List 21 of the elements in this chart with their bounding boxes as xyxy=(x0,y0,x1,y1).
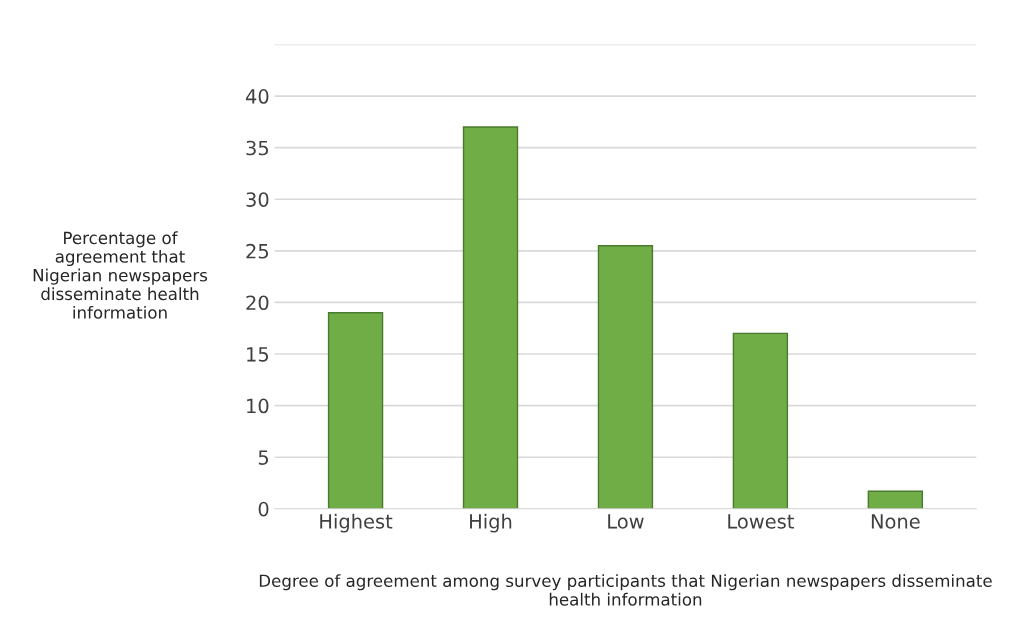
x-tick-label: None xyxy=(871,514,920,529)
x-tick-label: Lowest xyxy=(728,514,794,529)
y-tick-label: 10 xyxy=(247,398,269,414)
bar xyxy=(732,332,789,509)
bar xyxy=(597,245,654,509)
x-tick-label: High xyxy=(470,513,512,533)
bar xyxy=(867,490,924,509)
y-tick-label: 15 xyxy=(247,347,269,362)
x-axis-title: Degree of agreement among survey participants that Nigerian newspapers disseminate health information xyxy=(259,574,992,606)
bar xyxy=(462,126,519,509)
y-tick-label: 40 xyxy=(245,89,269,104)
x-tick-label: Highest xyxy=(320,513,393,533)
bar xyxy=(327,312,384,509)
y-tick-label: 5 xyxy=(258,450,269,465)
x-tick-label: Low xyxy=(608,514,644,529)
y-tick-label: 35 xyxy=(246,140,269,156)
y-tick-label: 20 xyxy=(246,295,269,311)
y-tick-label: 0 xyxy=(258,501,269,517)
y-tick-label: 25 xyxy=(246,243,269,259)
y-axis-title: Percentage of agreement that Nigerian newspapers disseminate health information xyxy=(33,231,208,319)
y-tick-label: 30 xyxy=(246,192,269,207)
